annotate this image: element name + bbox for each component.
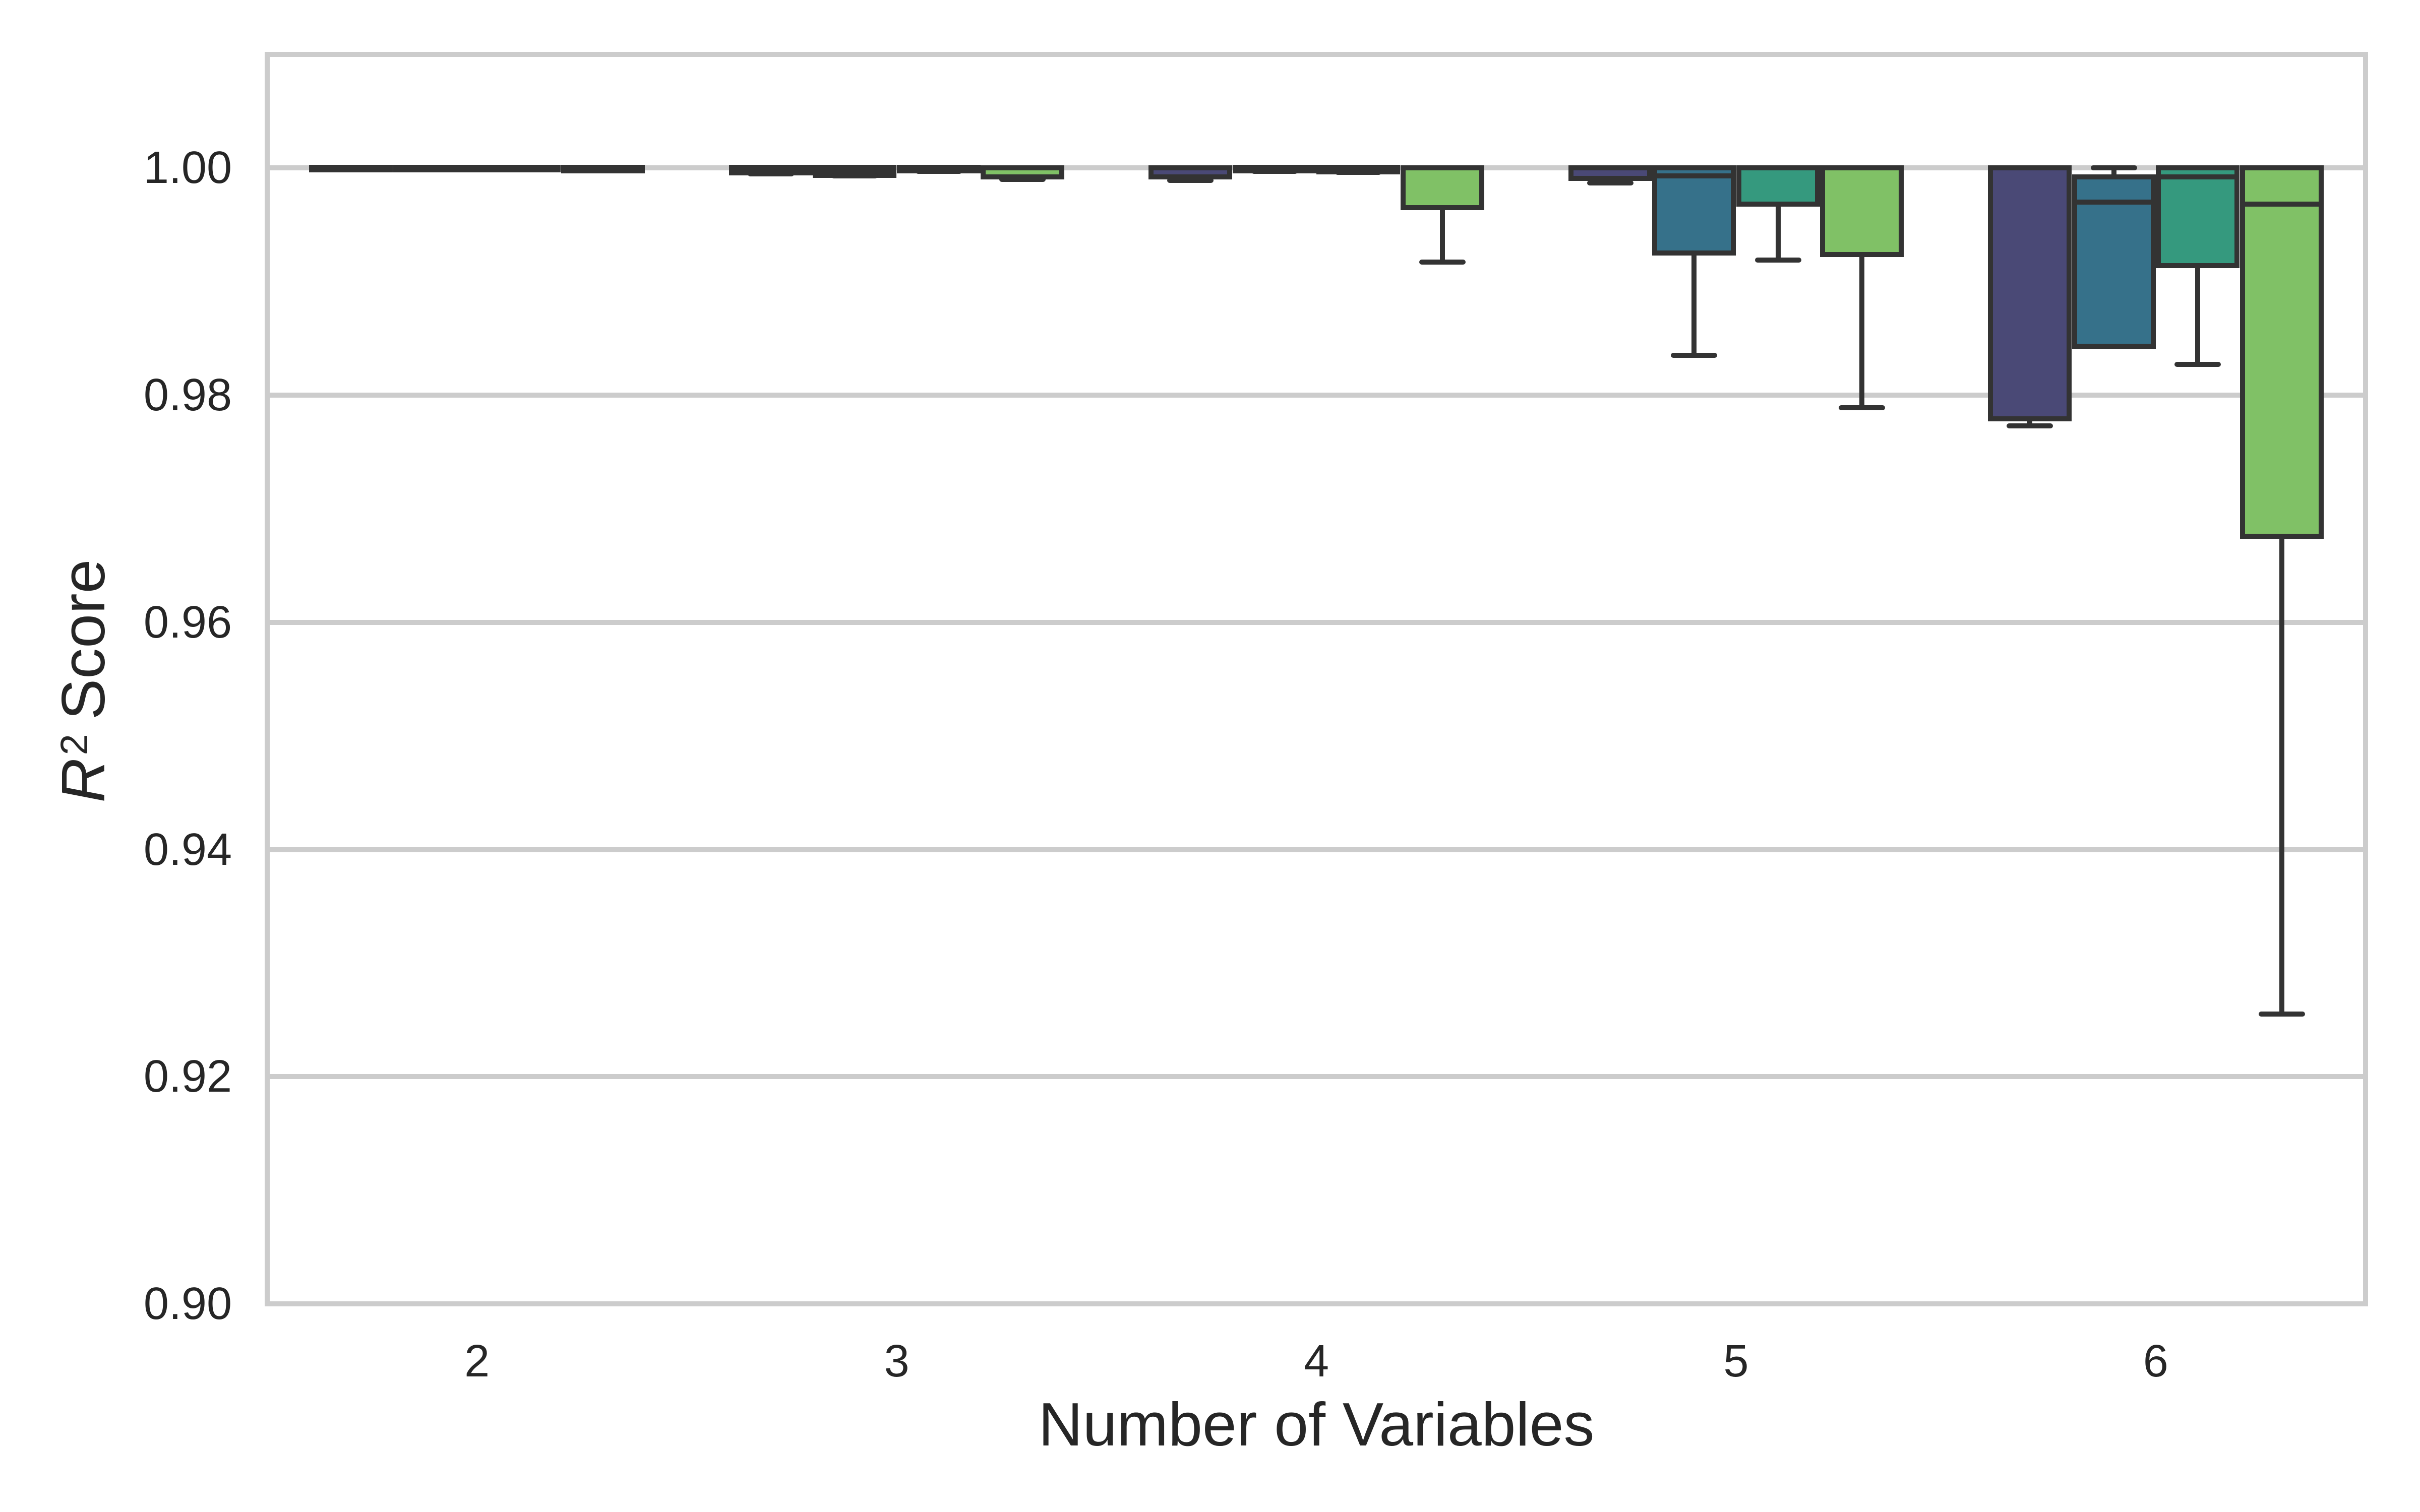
y-tick-label-0.98: 0.98	[143, 370, 232, 421]
box-var2-hue-3-collapsed	[477, 165, 561, 172]
x-tick-label-3: 3	[884, 1336, 910, 1387]
y-tick-label-0.96: 0.96	[143, 597, 232, 648]
box-var6-hue-1-cap-low	[2007, 423, 2053, 428]
box-var6-hue-2-cap-high	[2090, 165, 2137, 171]
box-var6-hue-3	[2156, 165, 2240, 269]
box-var6-hue-4-cap-low	[2258, 1012, 2305, 1017]
box-var5-hue-4-whisker-low	[1859, 254, 1865, 408]
box-var4-hue-4-whisker-low	[1439, 208, 1445, 263]
box-var6-hue-4	[2240, 165, 2324, 539]
x-tick-label-5: 5	[1723, 1336, 1749, 1387]
box-var4-hue-4-cap-low	[1419, 260, 1466, 265]
gridline-y-0.98	[270, 393, 2363, 398]
box-var6-hue-2-median	[2077, 199, 2151, 205]
box-var5-hue-1-cap-low	[1587, 180, 1634, 185]
box-var2-hue-2-collapsed	[393, 165, 477, 172]
y-tick-label-0.90: 0.90	[143, 1279, 232, 1329]
y-axis-title: R 2 Score	[49, 559, 117, 803]
box-var6-hue-2-whisker-high	[2111, 168, 2116, 177]
box-var6-hue-3-cap-low	[2174, 362, 2221, 367]
gridline-y-0.90	[270, 1301, 2363, 1306]
x-tick-label-2: 2	[464, 1336, 490, 1387]
box-var5-hue-2-cap-low	[1671, 353, 1718, 358]
box-var6-hue-4-whisker-low	[2279, 536, 2284, 1015]
box-var4-hue-4	[1400, 165, 1484, 211]
x-tick-label-6: 6	[2143, 1336, 2168, 1387]
box-var6-hue-1	[1988, 165, 2072, 422]
box-var3-hue-2-cap-low	[831, 173, 878, 179]
gridline-y-0.96	[270, 619, 2363, 625]
y-axis-title-exponent: 2	[53, 734, 96, 755]
box-var5-hue-4	[1820, 165, 1904, 257]
box-var5-hue-4-cap-low	[1839, 405, 1886, 410]
box-var2-hue-1-collapsed	[309, 165, 393, 172]
gridline-y-0.92	[270, 1074, 2363, 1080]
y-axis-title-r: R	[49, 758, 117, 803]
box-var6-hue-4-median	[2245, 202, 2319, 207]
gridline-y-0.94	[270, 847, 2363, 852]
x-axis-title: Number of Variables	[1038, 1390, 1595, 1459]
box-var6-hue-3-median	[2161, 174, 2235, 180]
box-var5-hue-3-cap-low	[1754, 257, 1801, 263]
x-tick-label-4: 4	[1303, 1336, 1329, 1387]
y-tick-label-0.92: 0.92	[143, 1051, 232, 1102]
box-var4-hue-3-cap-low	[1335, 170, 1382, 175]
box-var5-hue-2	[1652, 165, 1736, 256]
box-var5-hue-3-whisker-low	[1775, 204, 1781, 260]
box-var3-hue-3-cap-low	[915, 169, 962, 174]
box-var3-hue-1-cap-low	[747, 171, 794, 176]
box-var2-hue-4-collapsed	[561, 165, 645, 173]
gridline-y-1.00	[270, 165, 2363, 171]
box-var5-hue-1	[1568, 165, 1652, 181]
box-var6-hue-3-whisker-low	[2195, 266, 2201, 365]
box-var5-hue-2-median	[1657, 173, 1731, 179]
box-var4-hue-2-cap-low	[1251, 169, 1298, 174]
y-tick-label-0.94: 0.94	[143, 824, 232, 875]
box-var6-hue-1-whisker-low	[2027, 419, 2033, 426]
box-var5-hue-2-whisker-low	[1691, 253, 1697, 356]
y-tick-label-1.00: 1.00	[143, 143, 232, 194]
box-var5-hue-3	[1736, 165, 1820, 207]
y-axis-title-text: Score	[49, 559, 117, 720]
box-var3-hue-4-cap-low	[999, 176, 1046, 182]
box-var4-hue-1-cap-low	[1167, 178, 1214, 183]
